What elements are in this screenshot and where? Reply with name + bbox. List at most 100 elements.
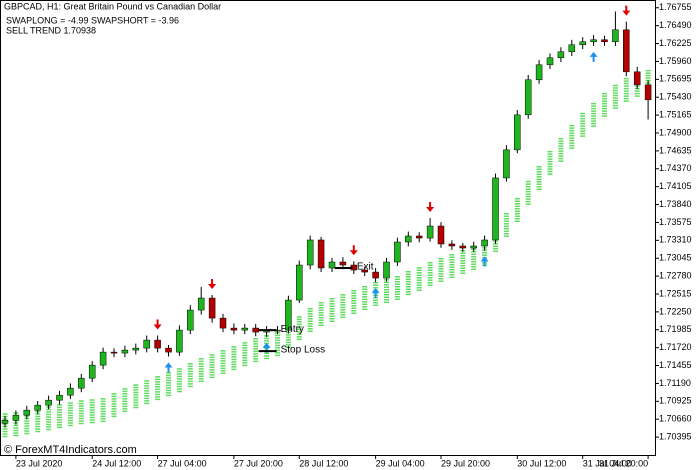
x-tick-label: 24 Jul 12:00 xyxy=(92,458,141,468)
y-tick-label: 1.75430 xyxy=(659,92,692,102)
candle-body xyxy=(208,297,216,319)
y-tick-label: 1.75960 xyxy=(659,56,692,66)
plot-frame xyxy=(0,0,656,456)
candle-body xyxy=(176,329,183,353)
buy-arrow xyxy=(164,362,173,373)
x-tick-label: 27 Jul 20:00 xyxy=(234,458,283,468)
candle-body xyxy=(143,339,150,349)
candle-body xyxy=(546,57,554,66)
candle-body xyxy=(459,245,467,249)
y-tick-label: 1.76225 xyxy=(659,38,692,48)
y-tick-label: 1.71455 xyxy=(659,360,692,370)
y-tick-label: 1.76755 xyxy=(659,2,692,12)
x-tick-label: 29 Jul 20:00 xyxy=(441,458,490,468)
chart-title: GBPCAD, H1: Great Britain Pound vs Canad… xyxy=(4,1,221,11)
x-tick-label: 31 Jul 20:00 xyxy=(599,458,648,468)
candle-body xyxy=(317,239,325,269)
y-tick-label: 1.70925 xyxy=(659,396,692,406)
swap-info: SWAPLONG = -4.99 SWAPSHORT = -3.96 xyxy=(6,15,179,25)
candle-body xyxy=(644,84,652,101)
candle-body xyxy=(306,239,314,266)
y-tick-label: 1.72250 xyxy=(659,306,692,316)
candle-body xyxy=(285,299,292,331)
candle-body xyxy=(524,79,532,116)
buy-arrow xyxy=(589,51,598,62)
y-tick-label: 1.76490 xyxy=(659,20,692,30)
y-tick-label: 1.73575 xyxy=(659,217,692,227)
candle-body xyxy=(568,44,576,53)
y-tick-label: 1.71720 xyxy=(659,342,692,352)
candle-body xyxy=(110,351,118,354)
candle-body xyxy=(252,327,259,333)
candle-body xyxy=(34,404,41,411)
candle-body xyxy=(45,399,52,406)
level-label: Exit xyxy=(357,262,374,273)
candle-body xyxy=(99,351,107,366)
y-tick-label: 1.73840 xyxy=(659,199,692,209)
candle-body xyxy=(241,327,249,331)
y-tick-label: 1.71190 xyxy=(659,378,691,388)
trend-label: SELL TREND 1.70938 xyxy=(6,25,96,35)
y-tick-label: 1.75695 xyxy=(659,74,692,84)
y-tick-label: 1.72515 xyxy=(659,288,692,298)
candle-body xyxy=(12,414,20,421)
candle-body xyxy=(579,41,586,46)
candle-body xyxy=(132,347,140,351)
candle-body xyxy=(219,317,227,329)
candle-body xyxy=(56,394,63,401)
buy-arrow xyxy=(480,256,489,267)
candle-body xyxy=(154,339,161,349)
y-tick-label: 1.70395 xyxy=(659,431,692,441)
x-tick-label: 30 Jul 12:00 xyxy=(517,458,566,468)
level-label: Stop Loss xyxy=(281,345,325,356)
x-tick-label: 27 Jul 04:00 xyxy=(158,458,207,468)
candle-body xyxy=(557,51,565,59)
candle-body xyxy=(633,71,641,86)
candle-body xyxy=(492,177,499,241)
candle-body xyxy=(612,29,619,43)
y-tick-label: 1.71985 xyxy=(659,324,692,334)
y-tick-label: 1.73045 xyxy=(659,253,692,263)
y-tick-label: 1.73310 xyxy=(659,235,692,245)
candle-body xyxy=(535,64,543,81)
candle-body xyxy=(23,409,31,416)
candle-body xyxy=(426,225,434,239)
watermark: © ForexMT4Indicators.com xyxy=(4,444,137,456)
candle-body xyxy=(623,29,630,73)
candle-body xyxy=(601,39,608,43)
sell-arrow xyxy=(349,245,358,256)
y-tick-label: 1.74635 xyxy=(659,145,692,155)
candle-body xyxy=(78,377,85,389)
candle-body xyxy=(121,349,129,354)
candle-body xyxy=(230,327,238,331)
y-tick-label: 1.75165 xyxy=(659,109,692,119)
candle-body xyxy=(372,271,379,279)
candle-body xyxy=(503,149,510,179)
candle-body xyxy=(67,387,74,396)
x-tick-label: 29 Jul 04:00 xyxy=(376,458,425,468)
candle-body xyxy=(448,243,456,247)
candle-body xyxy=(88,364,96,379)
candle-body xyxy=(481,239,488,247)
buy-arrow xyxy=(371,288,380,299)
candle-body xyxy=(328,261,336,269)
candle-body xyxy=(165,347,172,353)
candle-body xyxy=(383,261,390,279)
x-tick-label: 23 Jul 2020 xyxy=(16,458,63,468)
y-tick-label: 1.74370 xyxy=(659,163,692,173)
level-label: Entry xyxy=(281,324,304,335)
candle-body xyxy=(394,241,401,263)
sell-arrow xyxy=(153,319,162,330)
candle-body xyxy=(296,264,303,301)
buy-arrow xyxy=(262,342,271,353)
y-tick-label: 1.72780 xyxy=(659,270,692,280)
candle-body xyxy=(514,114,521,151)
sell-arrow xyxy=(208,279,217,290)
sell-arrow xyxy=(426,202,435,213)
candle-body xyxy=(187,309,194,331)
y-tick-label: 1.70660 xyxy=(659,414,692,424)
sell-arrow xyxy=(622,5,631,16)
candle-body xyxy=(339,261,347,266)
x-tick-label: 31 Jul 04:00 xyxy=(583,458,632,468)
